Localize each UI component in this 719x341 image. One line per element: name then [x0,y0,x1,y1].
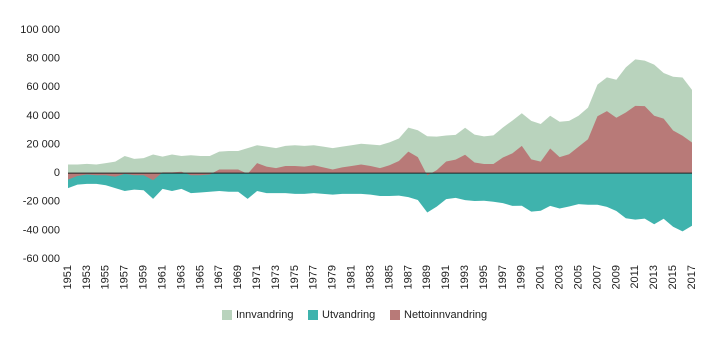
x-tick-label: 2003 [554,265,566,289]
legend-swatch [308,310,318,320]
y-tick-label: 0 [54,167,60,179]
x-tick-label: 2007 [591,265,603,289]
x-tick-label: 1975 [289,265,301,289]
x-tick-label: 1961 [156,265,168,289]
x-tick-label: 2011 [629,265,641,289]
x-tick-label: 1987 [402,265,414,289]
x-tick-label: 1989 [421,265,433,289]
x-tick-label: 2017 [686,265,698,289]
x-tick-label: 1999 [516,265,528,289]
y-tick-label: -60 000 [23,253,60,265]
area [68,59,692,174]
x-tick-label: 1967 [213,265,225,289]
area [68,173,692,232]
x-tick-label: 2009 [610,265,622,289]
x-tick-label: 2013 [648,265,660,289]
x-tick-label: 1969 [232,265,244,289]
x-tick-label: 1971 [251,265,263,289]
y-tick-label: 80 000 [26,53,60,65]
x-tick-label: 1981 [346,265,358,289]
x-tick-label: 1991 [440,265,452,289]
y-tick-label: 40 000 [26,110,60,122]
y-tick-label: -40 000 [23,224,60,236]
y-tick-label: -20 000 [23,196,60,208]
legend-label: Nettoinnvandring [404,309,487,321]
y-tick-label: 20 000 [26,138,60,150]
x-tick-label: 1985 [383,265,395,289]
x-tick-label: 1951 [62,265,74,289]
x-tick-label: 1959 [138,265,150,289]
y-tick-label: 60 000 [26,81,60,93]
x-tick-label: 2005 [572,265,584,289]
legend-swatch [222,310,232,320]
legend-label: Innvandring [236,309,294,321]
x-tick-label: 1977 [308,265,320,289]
y-tick-label: 100 000 [20,24,60,36]
x-tick-label: 2015 [667,265,679,289]
x-tick-label: 1983 [364,265,376,289]
legend-swatch [390,310,400,320]
x-tick-label: 2001 [535,265,547,289]
x-tick-label: 1957 [119,265,131,289]
area [68,105,692,181]
x-tick-label: 1997 [497,265,509,289]
x-tick-label: 1953 [81,265,93,289]
legend-label: Utvandring [322,309,375,321]
x-tick-label: 1995 [478,265,490,289]
x-tick-label: 1963 [175,265,187,289]
x-tick-label: 1993 [459,265,471,289]
x-tick-label: 1955 [100,265,112,289]
x-tick-label: 1965 [194,265,206,289]
x-tick-label: 1973 [270,265,282,289]
x-tick-label: 1979 [327,265,339,289]
